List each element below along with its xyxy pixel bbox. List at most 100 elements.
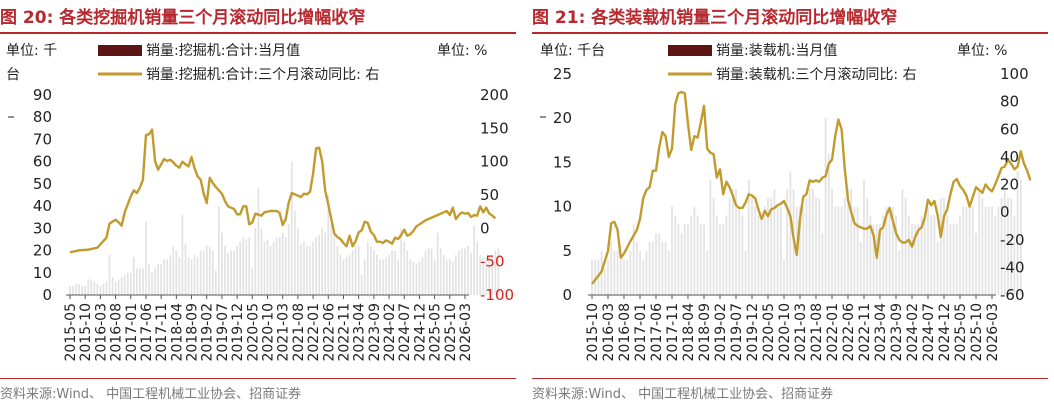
bar	[923, 215, 926, 295]
bar	[479, 255, 482, 295]
chart-panel-excavator: 图 20: 各类挖掘机销量三个月滚动同比增幅收窄 0 10 20 30 40 50 60 70…	[0, 0, 522, 410]
left-tick-label: 15	[553, 153, 572, 171]
x-tick-label: 2020-05	[761, 303, 777, 362]
left-tick-label: 50	[33, 175, 52, 193]
bar	[318, 235, 320, 295]
bar	[859, 241, 862, 295]
bar	[763, 206, 766, 295]
bar	[254, 228, 257, 295]
bar	[75, 283, 77, 295]
bar	[327, 195, 330, 295]
bar	[287, 223, 290, 295]
x-tick-label: 2021-08	[809, 303, 825, 362]
bar	[616, 250, 619, 295]
bar	[148, 263, 150, 295]
bar	[427, 248, 430, 295]
bar	[69, 286, 71, 295]
bar	[1013, 215, 1016, 295]
bar	[747, 180, 750, 295]
bar	[677, 224, 680, 295]
bar	[221, 232, 223, 295]
bar	[767, 197, 769, 295]
bar	[981, 197, 984, 295]
bar	[1016, 171, 1019, 295]
bar	[645, 250, 648, 295]
x-tick-label: 2023-04	[873, 303, 889, 362]
x-tick-label: 2020-10	[261, 303, 277, 362]
bar	[215, 270, 217, 295]
bar	[872, 224, 875, 295]
unit-right: 单位: %	[437, 43, 487, 59]
bar	[333, 232, 336, 295]
bar	[412, 261, 415, 295]
bar	[706, 250, 709, 295]
bar	[169, 255, 172, 295]
bar	[263, 241, 266, 295]
bar	[132, 257, 135, 295]
x-tick-label: 2022-01	[825, 303, 841, 362]
bar	[827, 153, 830, 295]
bar	[190, 259, 193, 295]
legend-line-label: 销量:装载机:三个月滚动同比: 右	[716, 66, 917, 83]
x-tick-label: 2025-10	[443, 303, 459, 362]
bar	[284, 237, 287, 295]
bar	[266, 239, 269, 295]
bar	[805, 197, 808, 295]
bar	[603, 268, 606, 295]
bar	[442, 255, 445, 295]
bar	[242, 237, 245, 295]
right-tick-label: 200	[480, 86, 509, 104]
x-tick-label: 2022-06	[841, 303, 857, 362]
right-tick-label: -60	[1000, 286, 1025, 304]
bar	[802, 206, 805, 295]
bar	[160, 263, 162, 295]
bar	[488, 259, 491, 295]
bar	[642, 259, 645, 295]
bar	[847, 188, 849, 295]
source-divider	[0, 378, 516, 379]
bar	[965, 206, 968, 295]
right-tick-label: 100	[1000, 65, 1029, 83]
bar	[984, 206, 987, 295]
bar	[690, 215, 693, 295]
bar	[719, 224, 721, 295]
bar	[497, 248, 500, 295]
bar	[888, 206, 891, 295]
bar	[87, 279, 90, 295]
left-tick-label: 60	[33, 153, 52, 171]
x-tick-label: 2022-11	[336, 303, 352, 362]
bar	[175, 250, 178, 295]
x-tick-label: 2017-01	[124, 303, 140, 362]
x-tick-label: 2017-06	[649, 303, 665, 362]
bar	[975, 233, 977, 295]
bar	[834, 206, 837, 295]
bar	[357, 246, 360, 295]
bar	[722, 224, 725, 295]
left-tick-label: 90	[33, 86, 52, 104]
bar	[373, 250, 375, 295]
bar	[199, 250, 202, 295]
x-tick-label: 2016-03	[93, 303, 109, 362]
bar	[269, 246, 272, 295]
bar	[388, 255, 390, 295]
bar	[394, 250, 396, 295]
bar	[439, 248, 442, 295]
bar	[831, 188, 833, 295]
bar	[81, 286, 83, 295]
bar	[400, 228, 403, 295]
bar	[667, 250, 670, 295]
legend-line-label: 销量:挖掘机:合计:三个月滚动同比: 右	[146, 66, 379, 83]
chart-panel-loader: 图 21: 各类装载机销量三个月滚动同比增幅收窄 0 5 10 15 20 25 -60 -4…	[532, 0, 1054, 410]
bar	[294, 210, 296, 295]
bar-series	[591, 118, 1022, 295]
bar	[799, 206, 801, 295]
bar	[123, 275, 126, 295]
x-tick-label: 2024-07	[397, 303, 413, 362]
left-tick-label: 20	[33, 242, 52, 260]
figure-title: 图 20: 各类挖掘机销量三个月滚动同比增幅收窄	[0, 8, 366, 28]
bar	[105, 281, 108, 295]
bar	[735, 188, 737, 295]
bar	[712, 197, 715, 295]
bar	[303, 241, 305, 295]
bar	[406, 250, 409, 295]
